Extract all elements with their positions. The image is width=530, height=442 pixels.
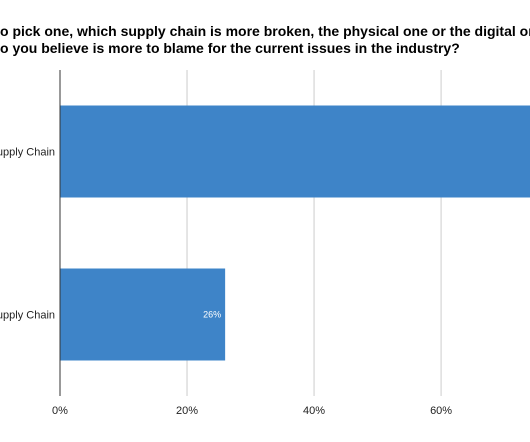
chart-title-line-2: o you believe is more to blame for the c… — [0, 40, 460, 56]
bar — [60, 105, 530, 198]
bars — [60, 105, 530, 361]
x-tick-label: 40% — [303, 405, 325, 417]
category-label: upply Chain — [0, 310, 55, 322]
category-label: upply Chain — [0, 147, 55, 159]
chart-title: o pick one, which supply chain is more b… — [0, 23, 530, 56]
x-tick-label: 60% — [430, 405, 452, 417]
chart-title-line-1: o pick one, which supply chain is more b… — [0, 23, 530, 39]
x-tick-label: 0% — [52, 405, 68, 417]
data-label: 26% — [203, 310, 221, 320]
labels: 0% 20% 40% 60% upply Chain upply Chain 26% — [0, 147, 452, 418]
x-tick-label: 20% — [176, 405, 198, 417]
bar — [60, 268, 226, 361]
